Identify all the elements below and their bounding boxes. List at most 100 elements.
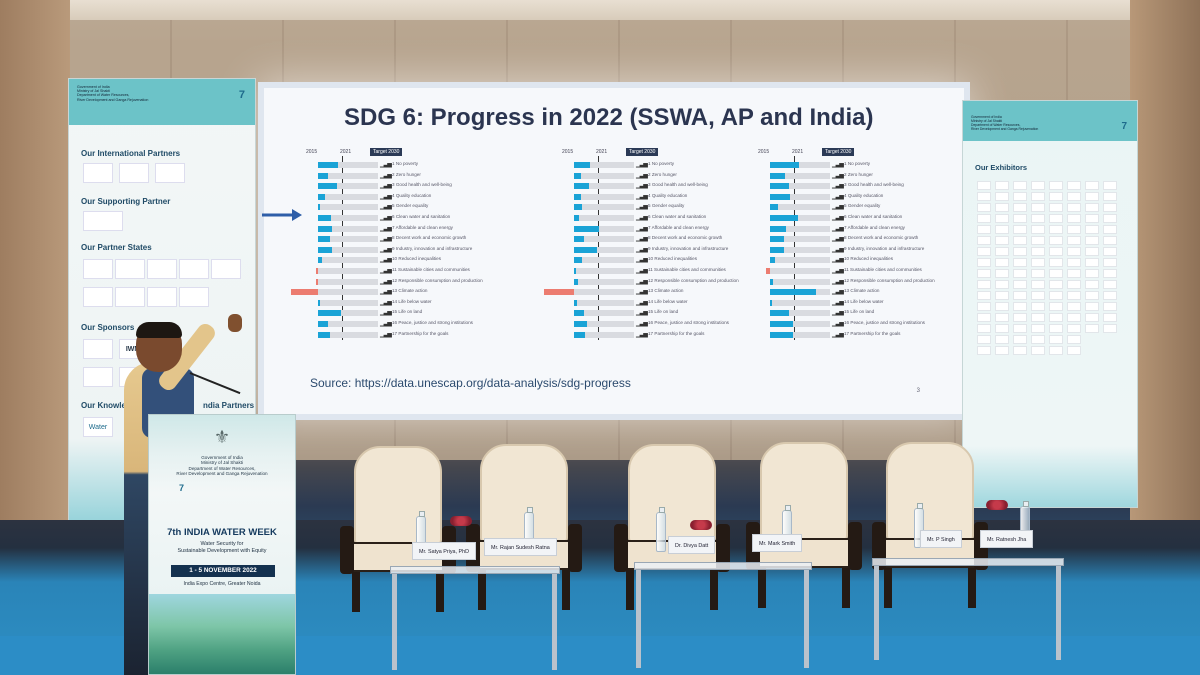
progress-track — [318, 268, 378, 274]
podium: ⚜ Government of India Ministry of Jal Sh… — [148, 414, 296, 675]
sdg-row: ▁▃▅ 11 Sustainable cities and communities — [562, 266, 752, 276]
data-availability-icon: ▁▃▅ — [832, 225, 844, 232]
exhibitor-logo — [1067, 247, 1081, 256]
exhibitor-logo — [1103, 324, 1117, 333]
sdg-goal-label: 8 Decent work and economic growth — [648, 235, 723, 241]
data-availability-icon: ▁▃▅ — [832, 183, 844, 190]
exhibitor-logo — [1085, 258, 1099, 267]
sdg-row: ▁▃▅ 14 Life below water — [758, 298, 948, 308]
sdg-row: ▁▃▅ 15 Life on land — [758, 308, 948, 318]
progress-bar — [574, 183, 589, 190]
table-leg — [1056, 566, 1061, 660]
progress-track — [318, 172, 378, 179]
sdg-goal-label: 2 Zero hunger — [844, 171, 873, 177]
exhibitor-logo — [995, 192, 1009, 201]
international-partners-heading: Our International Partners — [81, 149, 181, 158]
progress-track — [574, 257, 634, 264]
sdg-row: ▁▃▅ 2 Zero hunger — [306, 171, 496, 181]
regression-bar — [766, 268, 770, 274]
national-emblem-icon: ⚜ — [213, 427, 231, 447]
exhibitor-logo — [1031, 258, 1045, 267]
exhibitor-logo — [1031, 225, 1045, 234]
exhibitor-logo — [1049, 258, 1063, 267]
sdg-goal-label: 3 Good health and well-being — [844, 182, 904, 188]
exhibitor-logo — [977, 280, 991, 289]
progress-bar — [318, 172, 329, 179]
table-leg — [552, 574, 557, 670]
exhibitor-logo — [1049, 313, 1063, 322]
progress-bar — [318, 183, 337, 190]
progress-bar — [318, 299, 320, 306]
sdg-row: ▁▃▅ 2 Zero hunger — [758, 171, 948, 181]
exhibitor-logo — [1049, 269, 1063, 278]
exhibitor-logo — [995, 335, 1009, 344]
sdg-row: ▁▃▅ 8 Decent work and economic growth — [306, 234, 496, 244]
sdg-goal-label: 7 Affordable and clean energy — [648, 224, 709, 230]
exhibitor-logo — [995, 181, 1009, 190]
progress-track — [574, 183, 634, 190]
slide-title: SDG 6: Progress in 2022 (SSWA, AP and In… — [344, 104, 874, 131]
sdg-row: ▁▃▅ 9 Industry, innovation and infrastruc… — [758, 245, 948, 255]
exhibitor-logo — [1085, 313, 1099, 322]
exhibitor-logo — [1085, 214, 1099, 223]
sdg-row: ▁▃▅ 13 Climate action — [758, 287, 948, 297]
sdg-goal-label: 6 Clean water and sanitation — [844, 214, 903, 219]
sdg-goal-label: 4 Quality education — [844, 192, 884, 198]
progress-bar — [318, 246, 333, 253]
nameplate: Mr. P Singh — [920, 530, 962, 548]
exhibitor-logo — [1031, 236, 1045, 245]
exhibitor-logo — [995, 258, 1009, 267]
sdg-row: ▁▃▅ 15 Life on land — [562, 308, 752, 318]
progress-track — [574, 268, 634, 274]
sdg-row: ▁▃▅ 1 No poverty — [306, 160, 496, 170]
exhibitor-logo — [977, 324, 991, 333]
progress-track — [770, 246, 830, 253]
exhibitor-logo — [977, 258, 991, 267]
data-availability-icon: ▁▃▅ — [636, 225, 648, 232]
partner-logo — [155, 163, 185, 183]
sdg-row: ▁▃▅ 5 Gender equality — [562, 202, 752, 212]
exhibitor-logo — [977, 346, 991, 355]
data-availability-icon: ▁▃▅ — [832, 289, 844, 296]
india-water-week-logo: 7 — [1121, 121, 1127, 132]
regression-bar — [291, 289, 318, 296]
exhibitor-logo — [1067, 236, 1081, 245]
sdg-row: ▁▃▅ 10 Reduced inequalities — [758, 255, 948, 265]
sdg-row: ▁▃▅ 14 Life below water — [562, 298, 752, 308]
state-logo — [147, 259, 177, 279]
table-leg — [804, 570, 809, 668]
sdg-row: ▁▃▅ 17 Partnership for the goals — [562, 330, 752, 340]
exhibitor-logo — [1031, 324, 1045, 333]
data-availability-icon: ▁▃▅ — [380, 193, 392, 200]
progress-track — [318, 215, 378, 221]
exhibitor-logo — [1067, 181, 1081, 190]
exhibitor-logo — [995, 313, 1009, 322]
exhibitor-logo — [1031, 313, 1045, 322]
data-availability-icon: ▁▃▅ — [636, 278, 648, 285]
exhibitor-logo — [977, 203, 991, 212]
sdg-goal-label: 9 Industry, innovation and infrastructur… — [844, 245, 925, 251]
exhibitor-logo — [1103, 302, 1117, 311]
exhibitor-logo — [995, 280, 1009, 289]
progress-track — [318, 299, 378, 306]
sponsors-heading: Our Sponsors — [81, 323, 135, 332]
data-availability-icon: ▁▃▅ — [636, 268, 648, 274]
exhibitor-logo — [1031, 291, 1045, 300]
progress-bar — [574, 215, 580, 221]
exhibitor-logo — [1013, 302, 1027, 311]
exhibitor-logo — [1067, 313, 1081, 322]
progress-bar — [574, 246, 597, 253]
exhibitor-logo — [995, 236, 1009, 245]
podium-event-logo: 7 — [179, 483, 185, 493]
progress-track — [574, 321, 634, 327]
exhibitor-logo — [1067, 335, 1081, 344]
podium-event-title: 7th INDIA WATER WEEK — [167, 527, 277, 538]
partner-logo — [83, 163, 113, 183]
exhibitor-logo — [1103, 192, 1117, 201]
progress-track — [318, 331, 378, 338]
nameplate: Mr. Satya Priya, PhD — [412, 542, 477, 560]
sdg-row: ▁▃▅ 5 Gender equality — [306, 202, 496, 212]
data-availability-icon: ▁▃▅ — [636, 236, 648, 243]
exhibitor-logo — [995, 324, 1009, 333]
sdg-row: ▁▃▅ 3 Good health and well-being — [306, 181, 496, 191]
